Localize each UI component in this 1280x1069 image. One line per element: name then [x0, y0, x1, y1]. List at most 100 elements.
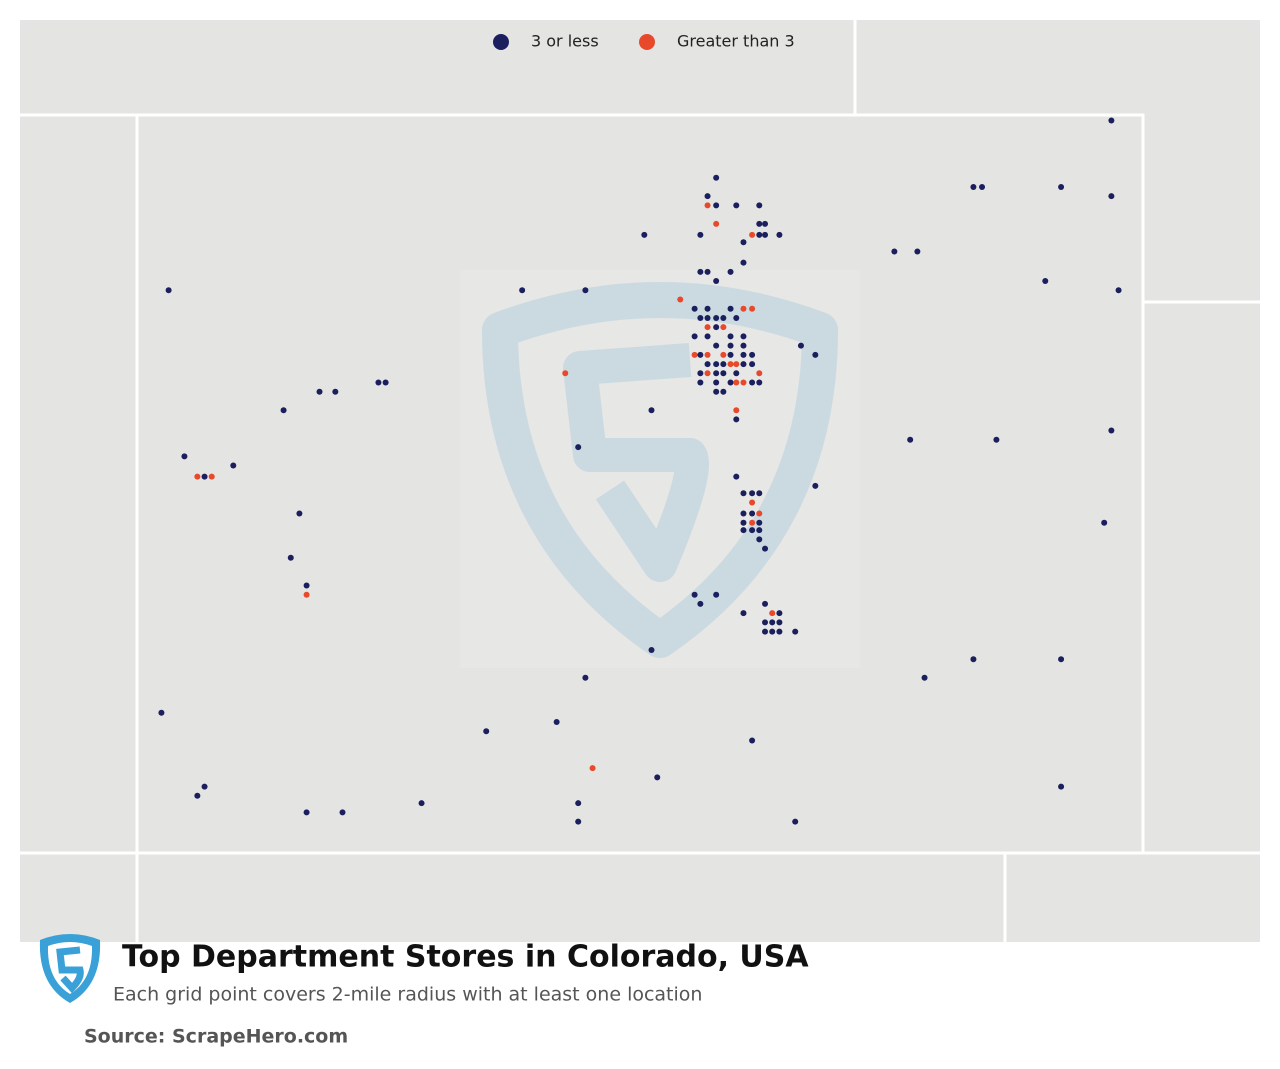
store-point [562, 370, 569, 377]
store-point [749, 510, 756, 517]
store-point [749, 231, 756, 238]
store-point [316, 388, 323, 395]
store-point [776, 628, 783, 635]
store-point [704, 361, 711, 368]
store-point [740, 305, 747, 312]
store-point [762, 231, 769, 238]
store-point [704, 268, 711, 275]
store-point [280, 407, 287, 414]
store-point [749, 737, 756, 744]
legend-label: Greater than 3 [677, 32, 795, 51]
store-point [762, 628, 769, 635]
store-point [727, 351, 734, 358]
store-point [194, 792, 201, 799]
store-point [993, 436, 1000, 443]
store-point [720, 388, 727, 395]
store-point [727, 361, 734, 368]
store-point [740, 527, 747, 534]
store-point [697, 370, 704, 377]
store-point [720, 324, 727, 331]
store-point [756, 220, 763, 227]
store-point [720, 351, 727, 358]
store-point [1108, 117, 1115, 124]
store-point [740, 342, 747, 349]
store-point [776, 231, 783, 238]
store-point [339, 809, 346, 816]
store-point [165, 287, 172, 294]
store-point [704, 324, 711, 331]
store-point [648, 407, 655, 414]
store-point [201, 783, 208, 790]
store-point [727, 379, 734, 386]
store-point [733, 407, 740, 414]
store-point [740, 490, 747, 497]
store-point [797, 342, 804, 349]
store-point [727, 305, 734, 312]
store-point [582, 674, 589, 681]
store-point [970, 656, 977, 663]
store-point [727, 342, 734, 349]
store-point [303, 591, 310, 598]
store-point [740, 510, 747, 517]
store-point [1042, 278, 1049, 285]
store-point [756, 510, 763, 517]
watermark [460, 270, 860, 668]
store-point [720, 370, 727, 377]
store-point [727, 333, 734, 340]
store-point [697, 268, 704, 275]
store-point [720, 314, 727, 321]
legend-marker [639, 34, 655, 50]
store-point [749, 519, 756, 526]
store-point [713, 379, 720, 386]
points [158, 117, 1122, 825]
store-point [648, 647, 655, 654]
store-point [891, 248, 898, 255]
store-point [713, 388, 720, 395]
store-point [303, 809, 310, 816]
store-point [1115, 287, 1122, 294]
store-point [704, 202, 711, 209]
store-point [194, 473, 201, 480]
store-point [740, 379, 747, 386]
logo [39, 934, 101, 1003]
store-point [733, 370, 740, 377]
store-point [769, 610, 776, 617]
store-point [769, 628, 776, 635]
store-point [1101, 519, 1108, 526]
store-point [208, 473, 215, 480]
store-point [907, 436, 914, 443]
store-point [1058, 783, 1065, 790]
store-point [756, 519, 763, 526]
store-point [792, 818, 799, 825]
store-point [733, 379, 740, 386]
store-point [756, 536, 763, 543]
store-point [691, 591, 698, 598]
store-point [740, 519, 747, 526]
store-point [812, 351, 819, 358]
store-point [756, 379, 763, 386]
store-point [704, 314, 711, 321]
store-point [733, 361, 740, 368]
store-point [1058, 656, 1065, 663]
store-point [979, 183, 986, 190]
store-point [575, 818, 582, 825]
store-point [575, 800, 582, 807]
store-point [713, 591, 720, 598]
store-point [589, 765, 596, 772]
store-point [483, 728, 490, 735]
store-point [1058, 183, 1065, 190]
store-point [740, 333, 747, 340]
store-point [740, 259, 747, 266]
store-point [713, 361, 720, 368]
store-point [740, 610, 747, 617]
store-point [332, 388, 339, 395]
store-point [749, 490, 756, 497]
store-point [713, 278, 720, 285]
store-point [677, 296, 684, 303]
store-point [776, 610, 783, 617]
store-point [691, 351, 698, 358]
store-point [762, 220, 769, 227]
title: Top Department Stores in Colorado, USA [122, 940, 809, 975]
store-point [713, 220, 720, 227]
